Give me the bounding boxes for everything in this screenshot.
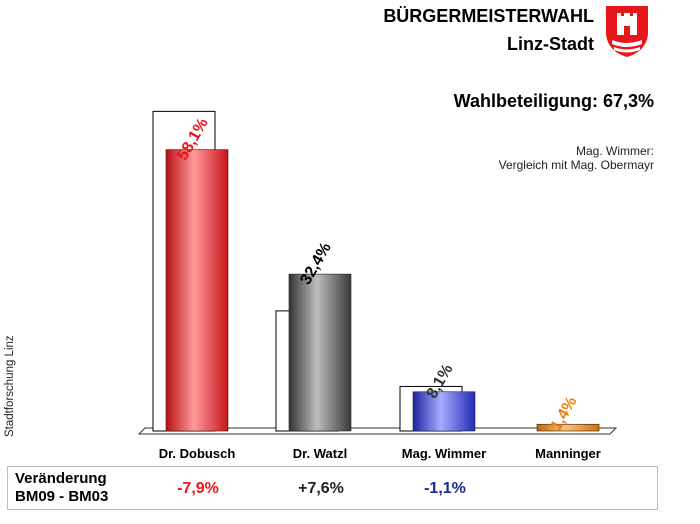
bar-dr-dobusch: [165, 149, 229, 432]
category-label-dr-watzl: Dr. Watzl: [293, 446, 347, 461]
change-label: Veränderung BM09 - BM03: [15, 470, 108, 506]
change-value-dr-dobusch: -7,9%: [177, 480, 219, 497]
chart-title: BÜRGERMEISTERWAHL: [383, 6, 594, 26]
election-bar-chart: 58,1%32,4%8,1%1,4% Dr. Dobusch Dr. Watzl M…: [137, 110, 618, 461]
change-label-line-1: Veränderung: [15, 470, 107, 487]
chart-floor: [137, 427, 618, 435]
change-row: Veränderung BM09 - BM03 -7,9% +7,6% -1,1%: [7, 466, 658, 510]
comparison-note-line-1: Mag. Wimmer:: [576, 144, 654, 158]
comparison-note-line-2: Vergleich mit Mag. Obermayr: [498, 158, 654, 172]
comparison-note: Mag. Wimmer: Vergleich mit Mag. Obermayr: [499, 144, 654, 172]
bar-manninger: [536, 423, 600, 432]
category-label-mag-wimmer: Mag. Wimmer: [402, 446, 486, 461]
bar-dr-watzl: [288, 273, 352, 432]
category-label-dr-dobusch: Dr. Dobusch: [159, 446, 236, 461]
change-value-dr-watzl: +7,6%: [298, 480, 344, 497]
category-label-manninger: Manninger: [535, 446, 601, 461]
change-value-mag-wimmer: -1,1%: [424, 480, 466, 497]
change-label-line-2: BM09 - BM03: [15, 488, 109, 505]
voter-turnout: Wahlbeteiligung: 67,3%: [453, 91, 654, 111]
chart-subtitle: Linz-Stadt: [507, 34, 594, 54]
bar-mag-wimmer: [412, 391, 476, 432]
linz-coat-of-arms-icon: [606, 6, 648, 57]
